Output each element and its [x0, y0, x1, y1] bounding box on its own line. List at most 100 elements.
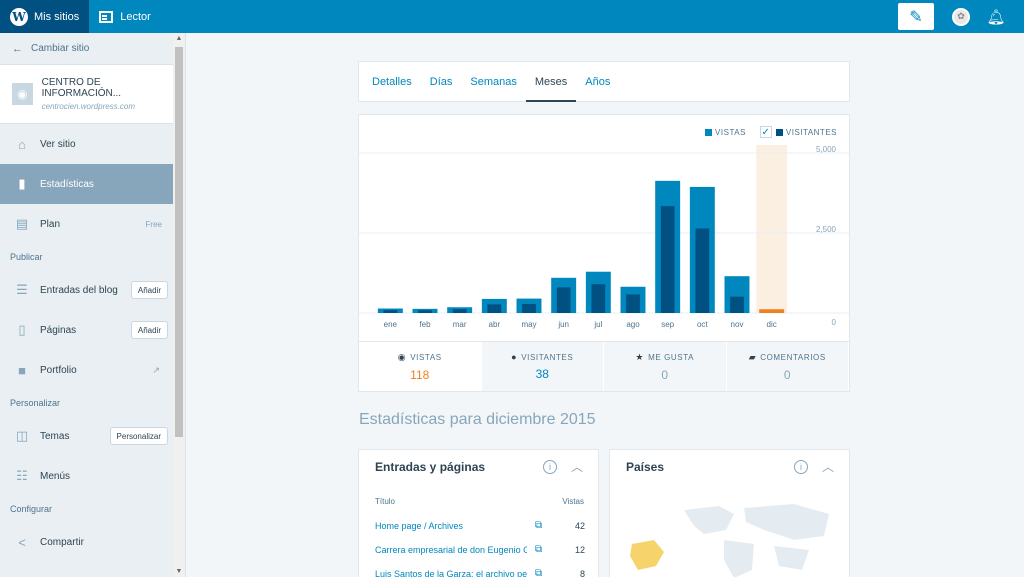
sidebar-item-stats[interactable]: ▮ Estadísticas	[0, 164, 174, 204]
tab-months[interactable]: Meses	[525, 62, 577, 102]
sidebar-item-themes[interactable]: ◫ Temas Personalizar	[0, 416, 174, 456]
switch-site-label: Cambiar sitio	[31, 43, 90, 54]
wordpress-logo-icon: W	[10, 7, 28, 26]
my-sites-button[interactable]: W Mis sitios	[0, 0, 90, 33]
post-link[interactable]: Luis Santos de la Garza: el archivo pers…	[375, 569, 527, 577]
x-tick-label: jul	[593, 320, 602, 329]
add-page-button[interactable]: Añadir	[130, 321, 168, 339]
sidebar-item-view-site[interactable]: ⌂ Ver sitio	[0, 124, 174, 164]
write-post-icon: ✎	[909, 8, 923, 26]
legend-views: VISTAS	[715, 127, 746, 137]
world-map[interactable]	[624, 500, 839, 577]
sidebar-item-pages[interactable]: ▯ Páginas Añadir	[0, 310, 174, 350]
x-tick-label: sep	[661, 320, 674, 329]
sidebar-item-label: Temas	[40, 430, 70, 442]
x-tick-label: ene	[384, 320, 398, 329]
site-name: CENTRO DE INFORMACIÓN...	[41, 77, 122, 99]
views-swatch	[705, 128, 713, 136]
bar-visitors	[383, 310, 398, 313]
section-configure: Configurar	[10, 504, 53, 514]
external-link-icon[interactable]: ⧉	[535, 520, 543, 531]
sidebar-item-plan[interactable]: ▤ Plan Free	[0, 204, 174, 244]
folder-icon: ■	[18, 362, 26, 378]
post-link[interactable]: Home page / Archives	[375, 521, 464, 531]
sidebar-item-portfolio[interactable]: ■ Portfolio ↗	[0, 350, 174, 390]
post-views: 8	[579, 569, 585, 577]
x-tick-label: may	[521, 320, 536, 329]
reader-button[interactable]: Lector	[89, 0, 161, 33]
post-link[interactable]: Carrera empresarial de don Eugenio Garza	[375, 545, 527, 555]
scroll-down-icon[interactable]: ▼	[175, 568, 183, 575]
tab-years[interactable]: Años	[585, 75, 611, 88]
sidebar-item-share[interactable]: < Compartir	[0, 522, 174, 562]
stat-visitors[interactable]: ● VISITANTES 38	[481, 342, 604, 391]
sidebar-item-menus[interactable]: ☷ Menús	[0, 456, 174, 496]
scroll-up-icon[interactable]: ▲	[175, 35, 183, 42]
stats-chart-card: VISTAS ✓ VISITANTES 5,000 2,500 0 ene feb mar…	[358, 114, 850, 392]
scrollbar-thumb[interactable]	[175, 47, 183, 437]
chevron-up-icon[interactable]: ︿	[822, 460, 835, 474]
external-link-icon[interactable]: ⧉	[535, 568, 543, 577]
x-tick-label: oct	[697, 320, 708, 329]
chart-legend: VISTAS ✓ VISITANTES	[705, 126, 837, 138]
tab-weeks[interactable]: Semanas	[470, 75, 517, 88]
stat-value: 38	[535, 367, 549, 381]
avatar-icon[interactable]: ✿	[952, 7, 970, 26]
stat-views[interactable]: ◉ VISTAS 118	[359, 342, 482, 391]
x-tick-label: abr	[489, 320, 501, 329]
tab-details[interactable]: Detalles	[372, 75, 412, 88]
notifications-icon[interactable]: 🔔︎	[986, 8, 1006, 26]
highlighted-country[interactable]	[630, 540, 664, 570]
share-icon: <	[18, 534, 26, 550]
stat-comments[interactable]: ▰ COMENTARIOS 0	[726, 342, 849, 391]
sidebar-item-posts[interactable]: ☰ Entradas del blog Añadir	[0, 270, 174, 310]
y-tick-label: 5,000	[816, 145, 837, 154]
site-url: centrocien.wordpress.com	[41, 102, 136, 111]
y-tick-label: 0	[832, 318, 837, 327]
bar-visitors	[730, 296, 744, 313]
bar-chart[interactable]: 5,000 2,500 0 ene feb mar abr may jun jul ago sep oc…	[359, 145, 849, 339]
comment-icon: ▰	[748, 351, 757, 362]
table-row: Carrera empresarial de don Eugenio Garza…	[375, 544, 585, 569]
eye-icon: ◉	[397, 351, 407, 362]
add-post-button[interactable]: Añadir	[130, 281, 168, 299]
customize-button[interactable]: Personalizar	[109, 427, 168, 445]
section-publish: Publicar	[10, 252, 43, 262]
sidebar-item-label: Portfolio	[40, 364, 77, 376]
bar-views	[759, 309, 785, 313]
themes-icon: ◫	[15, 428, 29, 443]
col-views-header: Vistas	[562, 497, 584, 506]
y-tick-label: 2,500	[816, 225, 837, 234]
clipboard-icon: ▤	[15, 216, 29, 231]
module-title: Entradas y páginas	[375, 460, 486, 474]
visitors-checkbox[interactable]: ✓	[759, 126, 772, 138]
my-sites-label: Mis sitios	[34, 10, 80, 23]
tab-days[interactable]: Días	[429, 75, 453, 88]
info-icon[interactable]: i	[543, 460, 557, 474]
stats-icon: ▮	[18, 176, 26, 191]
star-icon: ★	[635, 351, 645, 362]
info-icon[interactable]: i	[794, 460, 808, 474]
sidebar-scrollbar[interactable]: ▲ ▼	[173, 33, 185, 577]
x-tick-label: jun	[557, 320, 569, 329]
external-link-icon[interactable]: ⧉	[535, 544, 543, 555]
bar-visitors	[418, 310, 432, 313]
current-site-card[interactable]: ◉ CENTRO DE INFORMACIÓN... centrocien.wo…	[0, 64, 174, 124]
stat-value: 0	[783, 367, 791, 382]
chevron-up-icon[interactable]: ︿	[571, 460, 584, 474]
stats-summary: ◉ VISTAS 118 ● VISITANTES 38 ★ ME GUSTA 0 ▰…	[359, 341, 849, 391]
bar-visitors	[695, 228, 710, 313]
stat-label: VISITANTES	[521, 353, 574, 362]
switch-site-link[interactable]: ← Cambiar sitio	[0, 33, 174, 64]
countries-module: Países i ︿	[609, 449, 850, 577]
stat-likes[interactable]: ★ ME GUSTA 0	[604, 342, 727, 391]
sidebar: ← Cambiar sitio ◉ CENTRO DE INFORMACIÓN.…	[0, 33, 186, 577]
sidebar-item-label: Plan	[40, 218, 61, 230]
home-icon: ⌂	[18, 136, 26, 152]
write-post-button[interactable]: ✎	[898, 3, 934, 30]
sidebar-item-label: Compartir	[40, 536, 84, 548]
bar-visitors	[452, 309, 467, 313]
x-tick-label: mar	[453, 320, 467, 329]
stat-value: 0	[661, 367, 669, 382]
period-tabs: Detalles Días Semanas Meses Años	[358, 61, 850, 102]
